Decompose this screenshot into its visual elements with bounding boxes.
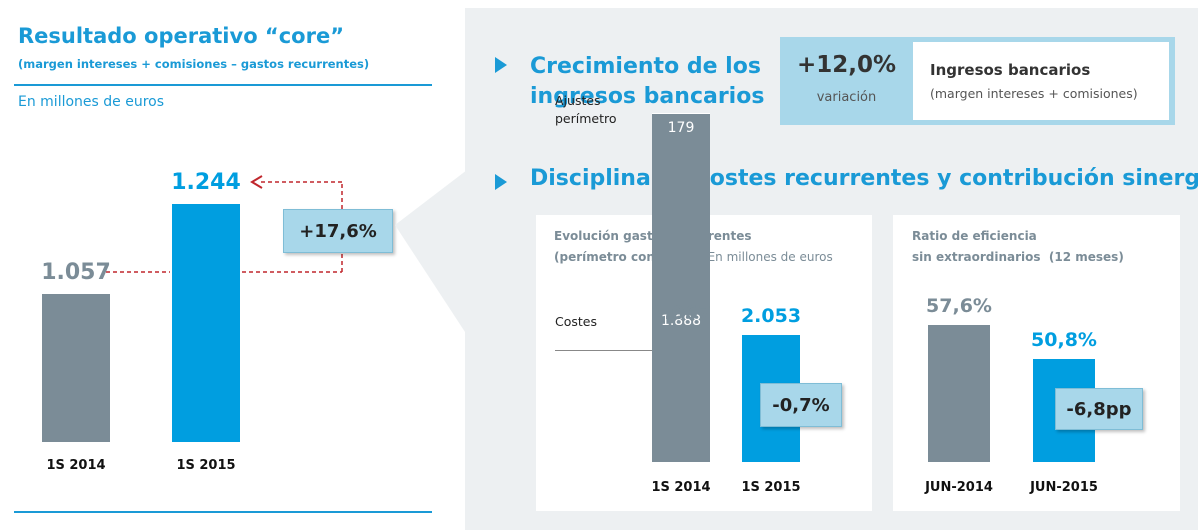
- bar-segment: [652, 112, 710, 144]
- chart-subtitle: (margen intereses + comisiones – gastos …: [18, 57, 370, 71]
- value-label: 2.053: [740, 304, 802, 327]
- value-label: 1.057: [41, 260, 111, 286]
- value-label: 2.067: [650, 302, 712, 325]
- leader-line: [555, 350, 710, 351]
- segment-label: 1.888: [660, 312, 702, 329]
- chart-title: Ratio de eficiencia: [912, 229, 1037, 243]
- series-name: Costes: [555, 313, 597, 329]
- unit-label: En millones de euros: [707, 250, 833, 264]
- heading: Crecimiento de los ingresos bancarios: [530, 54, 765, 109]
- kpi-label: variación: [816, 90, 877, 105]
- kpi-value: +12,0%: [796, 52, 897, 78]
- callout: [395, 170, 467, 335]
- annotation: -6,8pp: [1055, 388, 1143, 430]
- bar: [928, 324, 990, 462]
- divider: [14, 511, 432, 513]
- x-tick-label: JUN-2015: [1030, 480, 1098, 495]
- segment-label: 179: [667, 120, 695, 137]
- unit-label: En millones de euros: [18, 94, 165, 110]
- value-label: 57,6%: [926, 294, 992, 317]
- bar-segment: [652, 143, 710, 462]
- heading: Disciplina en costes recurrentes y contr…: [530, 166, 1198, 191]
- value-label: 1.244: [171, 169, 241, 195]
- kpi-inner: [913, 42, 1169, 120]
- bullet: [495, 174, 507, 190]
- x-tick-label: 1S 2014: [46, 458, 106, 473]
- x-tick-label: JUN-2014: [925, 480, 993, 495]
- kpi-subtitle: (margen intereses + comisiones): [930, 86, 1138, 101]
- x-tick-label: 1S 2015: [741, 480, 801, 495]
- annotation: -0,7%: [760, 383, 842, 427]
- series-name: Ajustes perímetro: [555, 93, 617, 127]
- value-label: 50,8%: [1031, 328, 1097, 351]
- bar: [172, 203, 240, 442]
- x-tick-label: 1S 2015: [176, 458, 236, 473]
- bar: [42, 294, 110, 442]
- bullet: [495, 57, 507, 73]
- divider: [14, 84, 432, 86]
- x-tick-label: 1S 2014: [651, 480, 711, 495]
- chart-title: Resultado operativo “core”: [18, 24, 345, 48]
- chart-subtitle: sin extraordinarios (12 meses): [912, 250, 1124, 264]
- annotation: +17,6%: [283, 209, 393, 253]
- kpi-title: Ingresos bancarios: [930, 61, 1091, 79]
